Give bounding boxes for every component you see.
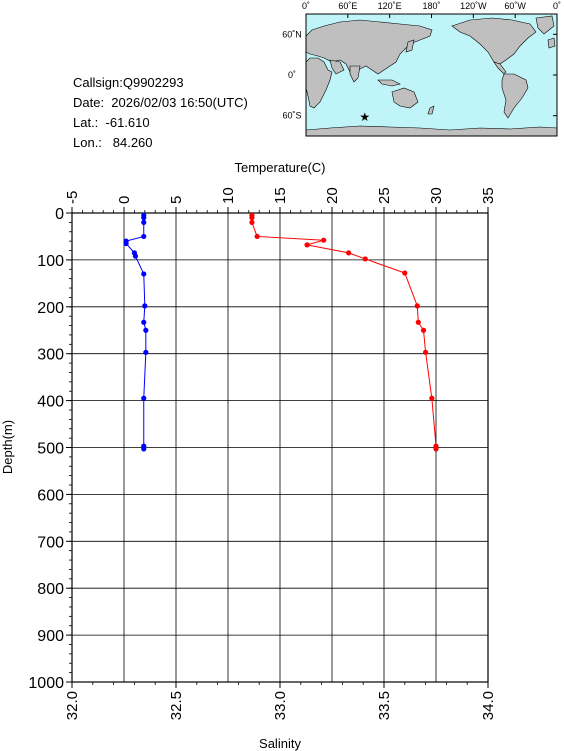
salinity-axis-label: Salinity [259,736,301,751]
salinity-point [321,238,326,243]
salinity-point [346,250,351,255]
salinity-point [363,256,368,261]
salinity-tick-label: 32.0 [64,691,81,720]
salinity-tick-label: 33.0 [272,691,289,720]
depth-tick-label: 700 [37,534,64,551]
salinity-point [249,220,254,225]
salinity-point [423,350,428,355]
temperature-point [143,328,148,333]
salinity-tick-label: 33.5 [376,691,393,720]
depth-tick-label: 400 [37,394,64,411]
depth-tick-label: 600 [37,487,64,504]
salinity-point [415,303,420,308]
temperature-tick-label: 30 [428,187,445,204]
salinity-point [249,215,254,220]
temperature-point [133,254,138,259]
salinity-profile-line [252,215,436,449]
depth-tick-label: 500 [37,441,64,458]
temperature-point [141,220,146,225]
temperature-tick-label: 15 [272,187,289,204]
chart-series [123,213,438,452]
temperature-point [141,320,146,325]
temperature-point [141,215,146,220]
salinity-point [433,446,438,451]
temperature-tick-label: 35 [480,187,497,204]
depth-tick-label: 900 [37,628,64,645]
temperature-point [142,303,147,308]
depth-tick-label: 200 [37,300,64,317]
temperature-point [141,396,146,401]
salinity-point [255,234,260,239]
temperature-point [141,446,146,451]
temperature-tick-label: 25 [376,187,393,204]
salinity-tick-label: 34.0 [480,691,497,720]
depth-tick-label: 100 [37,253,64,270]
temperature-point [143,350,148,355]
temperature-tick-label: 5 [168,196,185,204]
salinity-point [421,328,426,333]
temperature-point [141,271,146,276]
temperature-tick-label: 0 [116,196,133,204]
salinity-tick-label: 32.5 [168,691,185,720]
temperature-tick-label: 20 [324,187,341,204]
chart-grid [72,213,488,682]
salinity-point [416,320,421,325]
depth-axis-label: Depth(m) [0,420,15,474]
temperature-tick-label: -5 [64,191,81,204]
temperature-profile-line [126,215,146,449]
salinity-point [429,396,434,401]
temperature-tick-label: 10 [220,187,237,204]
temperature-axis-label: Temperature(C) [234,160,325,175]
salinity-point [402,270,407,275]
depth-tick-label: 0 [55,206,64,223]
depth-tick-label: 300 [37,347,64,364]
salinity-point [304,242,309,247]
depth-tick-label: 800 [37,581,64,598]
temperature-axis: -5 0 5 10 15 20 25 30 35 [64,187,497,213]
depth-tick-label: 1000 [28,675,64,692]
depth-axis: 0 100 200 300 400 500 600 700 800 900 1000 [28,206,72,692]
temperature-point [141,234,146,239]
temperature-point [123,241,128,246]
salinity-axis: 32.0 32.5 33.0 33.5 34.0 [64,682,497,720]
